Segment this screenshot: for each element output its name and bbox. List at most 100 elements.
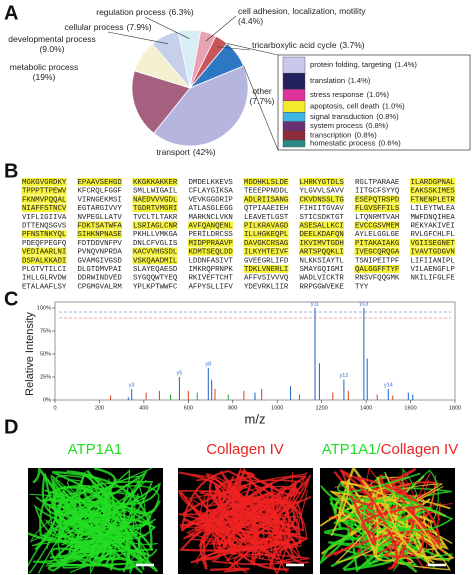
sequence-block: TYY	[355, 283, 369, 291]
x-tick-label: 0	[53, 405, 56, 411]
x-tick-label: 1600	[404, 405, 416, 411]
sequence-block: DEELKDAFQN	[300, 231, 344, 239]
peptide-highlight	[132, 195, 178, 204]
peptide-highlight	[77, 221, 122, 230]
sequence-block: LEAVETLGST	[244, 214, 289, 222]
peptide-highlight	[299, 230, 344, 239]
sequence-block: NLKKSIAYTL	[300, 257, 344, 265]
slice-label: other (7.7%)	[249, 86, 274, 106]
sequence-block: QTPIAAEIEH	[244, 205, 288, 213]
sequence-block: CPGMGVALRM	[78, 283, 122, 291]
peak-label: y3	[129, 382, 135, 388]
slice-percent: (42%)	[193, 147, 216, 157]
sequence-block: KACVVHGSDL	[133, 249, 177, 257]
peptide-highlight	[132, 221, 178, 230]
peptide-highlight	[410, 238, 455, 247]
sequence-block: PERILDRCSS	[189, 231, 234, 239]
breakdown-label: system process (0.8%)	[310, 121, 389, 130]
breakdown-percent: (1.4%)	[394, 60, 417, 69]
sequence-block: RKIVEFTCHT	[189, 275, 234, 283]
peak-label: y11	[311, 301, 319, 307]
sequence-block: YPLKPTWWFC	[133, 283, 178, 291]
image-label: ATP1A1/Collagen IV	[322, 441, 458, 458]
sequence-block: PLGTVTILCI	[22, 266, 66, 274]
peptide-highlight	[243, 178, 289, 186]
vessel	[356, 469, 439, 565]
sequence-block: PILKRAVAGD	[244, 222, 289, 230]
sequence-block: EAKSSKIMES	[411, 188, 456, 196]
sequence-block: DDRWINDVED	[78, 275, 123, 283]
sequence-block: PFNSTNKYQL	[22, 231, 66, 239]
sequence-block: VGIISEGNET	[411, 240, 456, 248]
breakdown-percent: (1.0%)	[382, 102, 405, 111]
sequence-block: KKGKKAKKER	[133, 179, 178, 187]
sequence-block: TGDRTVMGRI	[133, 205, 177, 213]
vessel	[182, 489, 286, 552]
breakdown-category: transcription	[310, 130, 351, 139]
sequence-block: EVCCGSVMEM	[355, 222, 399, 230]
sequence-block: CKVDNSSLTG	[300, 196, 344, 204]
peptide-highlight	[21, 247, 67, 256]
sequence-block: AYLELGGLGE	[355, 231, 400, 239]
peptide-highlight	[354, 221, 400, 230]
breakdown-box	[277, 54, 471, 151]
sequence-block: VIRNGEKMSI	[78, 196, 122, 204]
sequence-block: GVAMGIVGSD	[78, 257, 123, 265]
breakdown-label: signal transduction (0.8%)	[310, 112, 399, 121]
sequence-block: RGLTPARAAE	[355, 179, 400, 187]
breakdown-label: apoptosis, cell death (1.0%)	[310, 102, 405, 111]
sequence-block: IHLLGLRVDW	[22, 275, 67, 283]
breakdown-label: translation (1.4%)	[310, 76, 371, 85]
leader-line	[144, 16, 190, 39]
peak-label: y14	[384, 382, 393, 388]
peptide-highlight	[243, 221, 289, 230]
peptide-highlight	[21, 195, 67, 204]
sequence-block: ILLHGKEQPL	[244, 231, 288, 239]
y-tick-label: 75%	[40, 328, 51, 334]
sequence-block: REKYAKIVEI	[411, 222, 455, 230]
sequence-block: SYGQQWTYEQ	[133, 275, 178, 283]
peptide-highlight	[21, 204, 67, 213]
peptide-highlight	[243, 195, 289, 204]
breakdown-category: apoptosis, cell death	[310, 102, 379, 111]
image-label: ATP1A1	[68, 441, 123, 458]
vessel	[46, 470, 117, 549]
peptide-highlight	[132, 178, 178, 186]
y-tick-label: 0%	[43, 397, 51, 403]
sequence-block: LHRKYGTDLS	[300, 179, 345, 187]
peptide-highlight	[243, 238, 289, 247]
peptide-highlight	[188, 238, 233, 247]
slice-percent: (7.7%)	[249, 96, 274, 106]
slice-label: transport (42%)	[156, 147, 215, 157]
slice-percent: (6.3%)	[169, 7, 194, 17]
sequence-block: PVNQVNPRDA	[78, 249, 123, 257]
peptide-highlight	[354, 238, 400, 247]
leader-line	[107, 31, 169, 45]
pie-slice	[153, 65, 249, 147]
sequence-block: AFFVSIVVVQ	[244, 275, 289, 283]
x-tick-label: 1200	[316, 405, 328, 411]
sequence-block: AFPYSLLIFV	[189, 283, 234, 291]
peptide-highlight	[77, 230, 122, 239]
sequence-block: SLAYEQAESD	[133, 266, 178, 274]
x-tick-label: 200	[95, 405, 104, 411]
breakdown-segment	[282, 130, 306, 141]
image-label: Collagen IV	[206, 441, 284, 458]
vessel	[330, 476, 440, 558]
x-tick-label: 1400	[360, 405, 372, 411]
breakdown-label: stress response (1.0%)	[310, 90, 389, 99]
peptide-highlight	[410, 178, 455, 186]
sequence-block: NAEDVVVGDL	[133, 196, 177, 204]
sequence-block: RVLGFCHLFL	[411, 231, 455, 239]
sequence-block: GVEEGRLIFD	[244, 257, 289, 265]
x-tick-label: 1800	[449, 405, 461, 411]
vessel	[210, 489, 291, 565]
breakdown-segment	[282, 100, 306, 113]
breakdown-segment	[282, 89, 306, 102]
vessel	[337, 472, 454, 532]
breakdown-percent: (1.4%)	[348, 76, 371, 85]
slice-category: metabolic process	[10, 62, 79, 72]
peak-label: y8	[205, 361, 211, 367]
